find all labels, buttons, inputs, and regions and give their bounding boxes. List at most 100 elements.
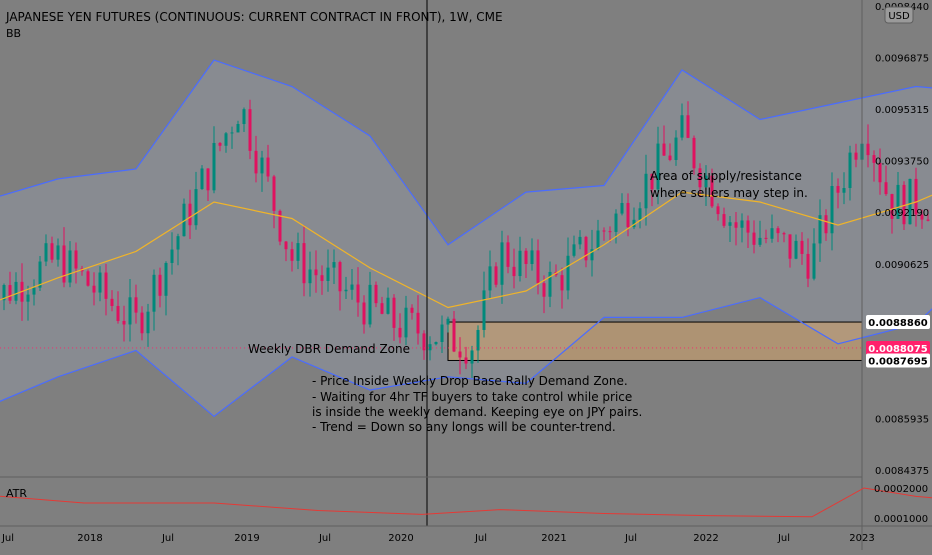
candle-body — [890, 194, 894, 219]
currency-button[interactable]: USD — [884, 6, 914, 24]
candle-body — [206, 168, 210, 191]
candles-layer — [2, 99, 930, 379]
candle-body — [746, 220, 750, 233]
candle-body — [734, 222, 738, 228]
candle-body — [824, 215, 828, 234]
price-tick: 0.0096875 — [875, 54, 929, 65]
analysis-line-4: - Trend = Down so any longs will be coun… — [312, 420, 616, 434]
price-tick: 0.0095315 — [875, 105, 929, 116]
candle-body — [146, 311, 150, 334]
candle-body — [62, 245, 66, 283]
candle-body — [710, 175, 714, 207]
price-badge-label: 0.0088860 — [868, 318, 928, 329]
bb-band-fill — [0, 60, 932, 417]
candle-body — [770, 228, 774, 239]
price-tick: 0.0085935 — [875, 415, 929, 426]
candle-body — [878, 162, 882, 183]
price-badge-bg — [866, 340, 930, 355]
candle-body — [398, 327, 402, 338]
candle-body — [632, 219, 636, 228]
candle-body — [134, 297, 138, 313]
candle-body — [884, 182, 888, 195]
candle-body — [290, 249, 294, 261]
candle-body — [38, 261, 42, 288]
candle-body — [650, 173, 654, 190]
candle-body — [212, 142, 216, 191]
candle-body — [584, 236, 588, 261]
candle-body — [758, 237, 762, 245]
candle-body — [86, 271, 90, 286]
candle-body — [848, 152, 852, 189]
price-tick: 0.0093750 — [875, 157, 929, 168]
candle-body — [656, 143, 660, 190]
candle-body — [44, 243, 48, 262]
candle-body — [236, 124, 240, 133]
candle-body — [416, 312, 420, 334]
price-badge: 0.0088860 — [866, 315, 930, 330]
candle-body — [56, 245, 60, 260]
candle-body — [704, 175, 708, 188]
candle-body — [428, 344, 432, 351]
candle-body — [902, 184, 906, 225]
candle-body — [194, 189, 198, 226]
candle-body — [566, 255, 570, 291]
analysis-line-3: is inside the weekly demand. Keeping eye… — [312, 405, 642, 419]
candle-body — [764, 237, 768, 239]
atr-line — [0, 487, 932, 518]
candle-body — [482, 290, 486, 330]
time-tick: Jul — [161, 533, 174, 544]
candle-body — [272, 176, 276, 211]
bb-fill-layer — [0, 60, 932, 417]
candle-body — [8, 285, 12, 301]
candle-body — [314, 269, 318, 276]
candle-body — [542, 283, 546, 297]
candle-body — [530, 250, 534, 264]
candle-body — [356, 284, 360, 303]
time-tick: 2021 — [541, 533, 566, 544]
candle-body — [224, 133, 228, 146]
currency-label: USD — [888, 11, 910, 22]
time-tick: 2019 — [234, 533, 259, 544]
candle-body — [830, 185, 834, 234]
candle-body — [614, 213, 618, 232]
atr-axis: 0.0002000 0.0001000 — [874, 484, 928, 525]
candle-body — [488, 266, 492, 291]
candle-body — [140, 312, 144, 334]
candle-body — [908, 178, 912, 225]
atr-label[interactable]: ATR — [6, 487, 27, 500]
candle-body — [752, 232, 756, 245]
supply-note-line-1: Area of supply/resistance — [650, 169, 802, 183]
candle-body — [302, 243, 306, 284]
candle-body — [896, 184, 900, 219]
candle-body — [200, 168, 204, 190]
analysis-line-1: - Price Inside Weekly Drop Base Rally De… — [312, 374, 628, 388]
chart-title: JAPANESE YEN FUTURES (CONTINUOUS: CURREN… — [5, 10, 503, 24]
candle-body — [182, 203, 186, 237]
indicator-label[interactable]: BB — [6, 27, 21, 40]
time-tick: 2020 — [388, 533, 413, 544]
candle-body — [170, 249, 174, 263]
candle-body — [350, 284, 354, 290]
price-badge-bg — [866, 315, 930, 330]
candle-body — [818, 215, 822, 244]
candle-body — [638, 208, 642, 220]
candle-body — [2, 285, 6, 301]
candle-body — [362, 302, 366, 325]
candle-body — [524, 250, 528, 264]
candle-body — [380, 303, 384, 314]
candle-body — [230, 132, 234, 134]
candle-body — [626, 202, 630, 228]
supply-note-line-2: where sellers may step in. — [650, 186, 808, 200]
time-tick: 2022 — [693, 533, 718, 544]
demand-zone — [447, 321, 863, 361]
candle-body — [668, 155, 672, 160]
candle-body — [512, 266, 516, 277]
candle-body — [572, 244, 576, 256]
candle-body — [434, 341, 438, 345]
candle-body — [164, 262, 168, 296]
candle-body — [740, 220, 744, 228]
time-axis[interactable]: Jul 2018 Jul 2019 Jul 2020 Jul 2021 Jul 2022 Jul 20… — [1, 533, 875, 544]
analysis-line-2: - Waiting for 4hr TF buyers to take cont… — [312, 390, 632, 404]
candle-body — [692, 137, 696, 169]
